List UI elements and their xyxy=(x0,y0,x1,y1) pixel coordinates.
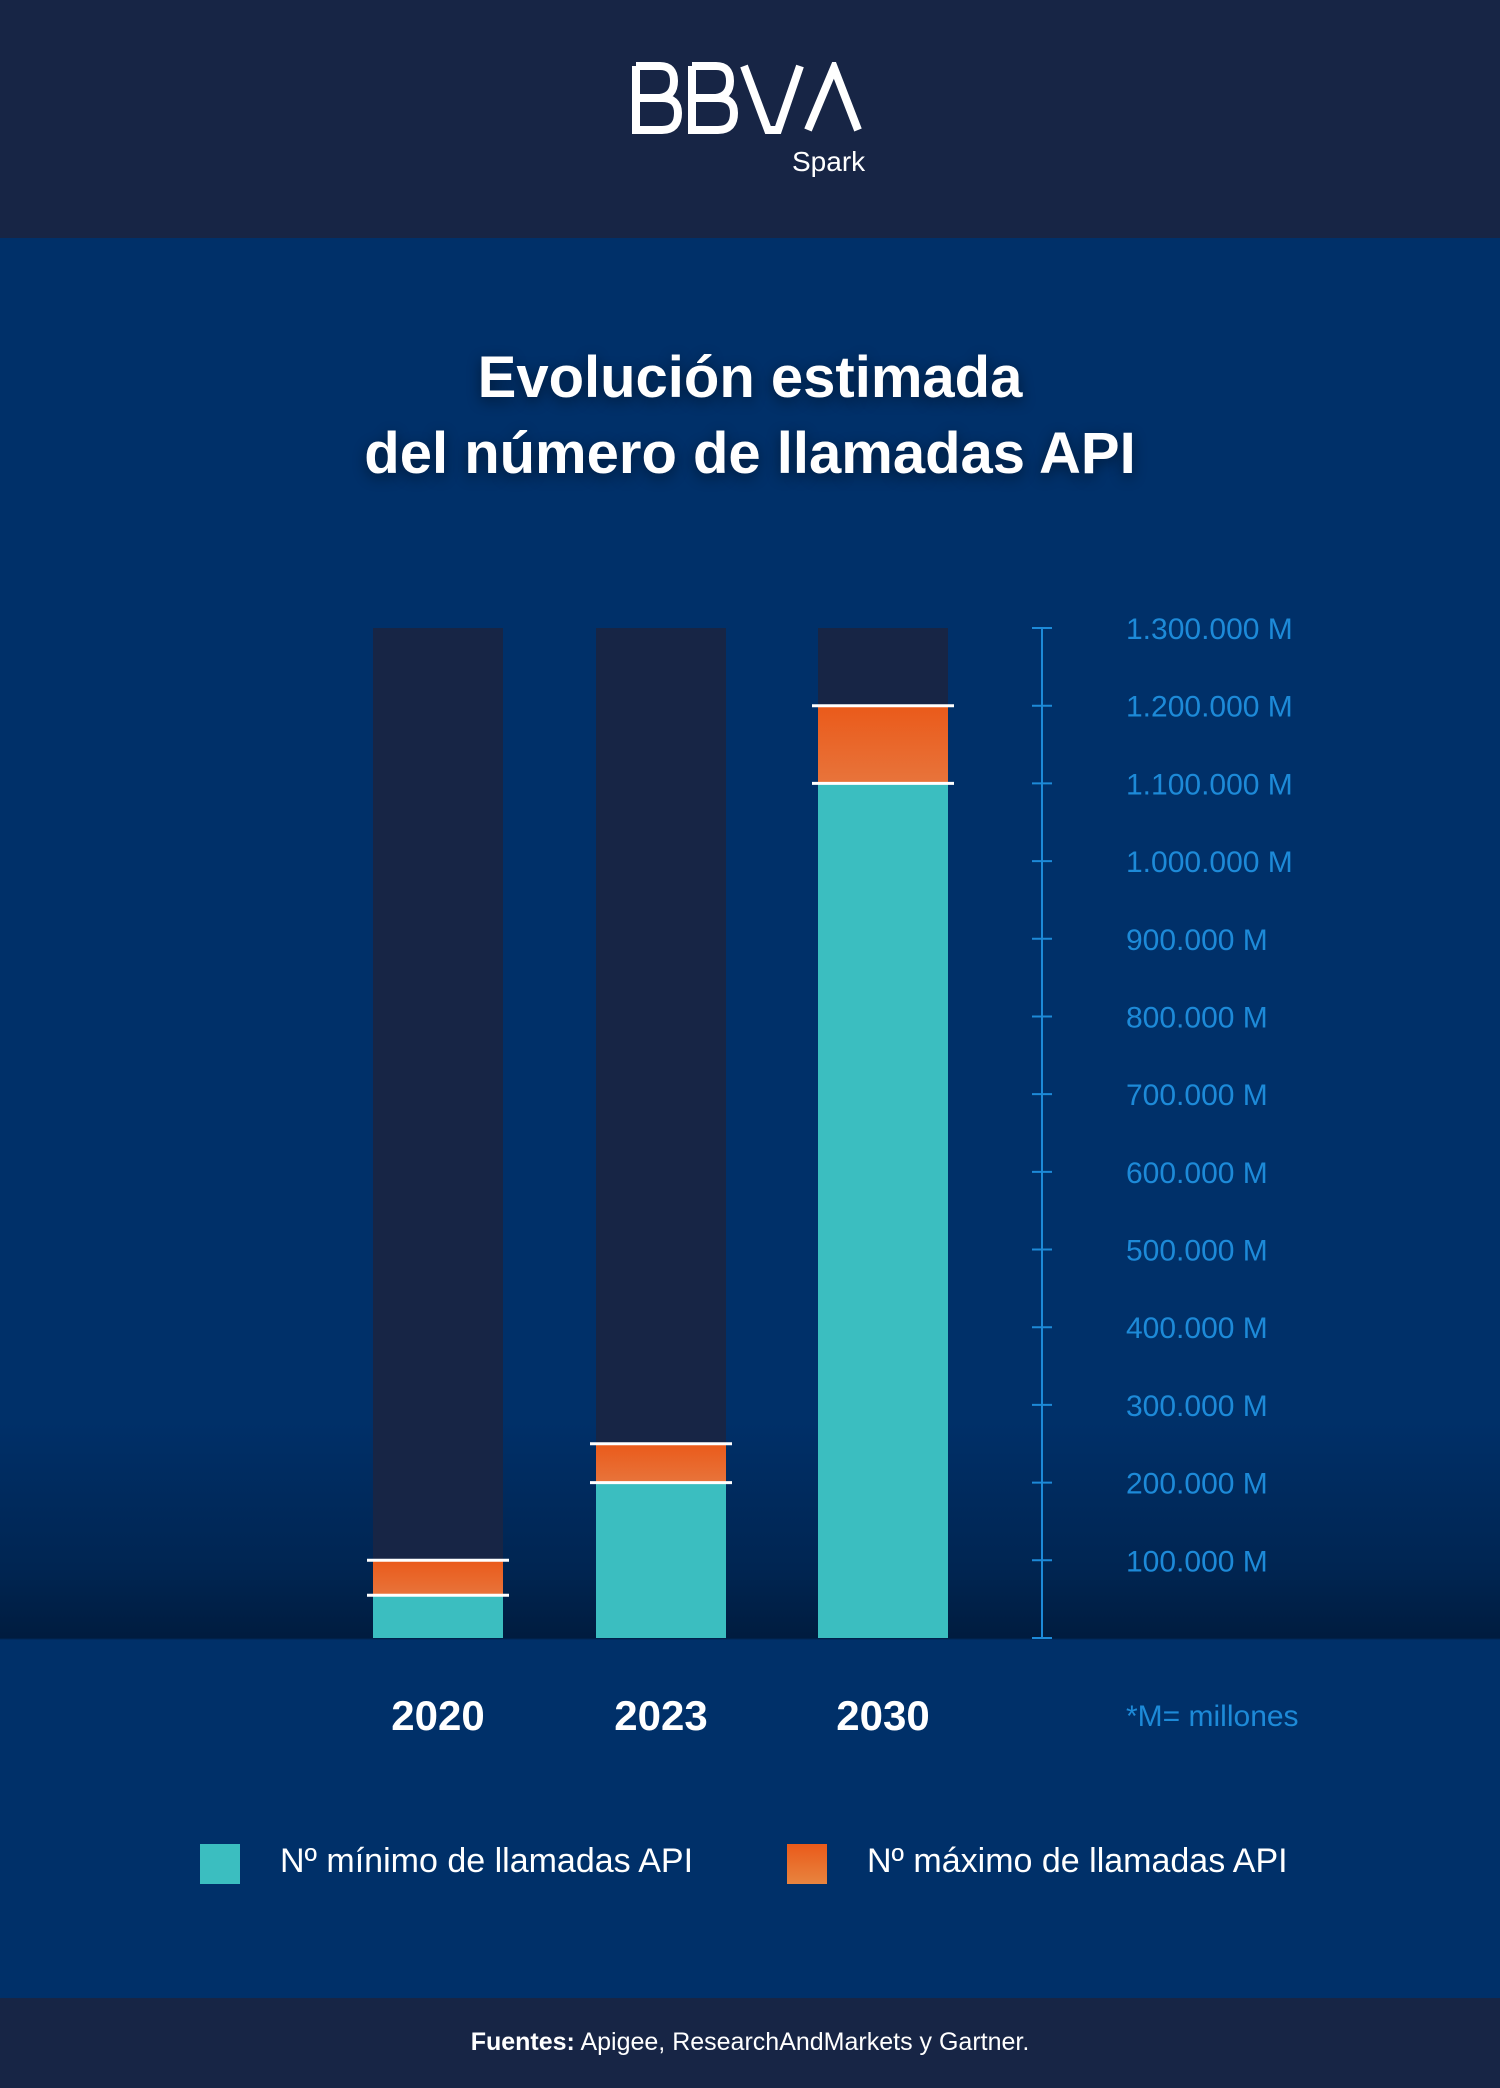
chart-title-line-1: Evolución estimada xyxy=(477,345,1023,410)
y-tick-label: 100.000 M xyxy=(1126,1545,1268,1578)
legend-label-max: Nº máximo de llamadas API xyxy=(867,1842,1288,1880)
units-note: *M= millones xyxy=(1126,1700,1299,1733)
y-tick-label: 700.000 M xyxy=(1126,1079,1268,1112)
y-tick-label: 800.000 M xyxy=(1126,1001,1268,1034)
bar-max-2030 xyxy=(818,705,948,784)
y-tick-label: 200.000 M xyxy=(1126,1468,1268,1501)
bar-min-2023 xyxy=(596,1482,726,1638)
legend-swatch-min xyxy=(200,1844,240,1884)
x-tick-label-2020: 2020 xyxy=(391,1692,484,1739)
y-tick-label: 1.100.000 M xyxy=(1126,768,1293,801)
sources-list: Apigee, ResearchAndMarkets y Gartner. xyxy=(574,2028,1030,2056)
chart-title: Evolución estimada del número de llamada… xyxy=(0,340,1500,492)
y-tick-label: 1.300.000 M xyxy=(1126,613,1293,646)
header: Spark xyxy=(0,0,1500,238)
logo-subtitle: Spark xyxy=(792,146,866,177)
y-tick-label: 500.000 M xyxy=(1126,1235,1268,1268)
bar-chart: 2020 2023 2030 100.000 M 200.000 M 300.000 M 4… xyxy=(367,613,1293,1739)
bar-max-2020 xyxy=(373,1560,503,1596)
main-panel xyxy=(0,238,1500,1998)
footer: Fuentes: Apigee, ResearchAndMarkets y Ga… xyxy=(0,1998,1500,2088)
legend-swatch-max xyxy=(787,1844,827,1884)
bar-min-2030 xyxy=(818,783,948,1638)
y-tick-label: 300.000 M xyxy=(1126,1390,1268,1423)
y-tick-label: 1.200.000 M xyxy=(1126,691,1293,724)
x-tick-label-2023: 2023 xyxy=(614,1692,707,1739)
chart-title-line-2: del número de llamadas API xyxy=(364,421,1136,486)
y-tick-label: 600.000 M xyxy=(1126,1157,1268,1190)
y-tick-label: 900.000 M xyxy=(1126,924,1268,957)
bar-track-2020 xyxy=(373,628,503,1638)
bar-max-2023 xyxy=(596,1443,726,1483)
bar-min-2020 xyxy=(373,1595,503,1638)
x-tick-label-2030: 2030 xyxy=(836,1692,929,1739)
y-tick-label: 1.000.000 M xyxy=(1126,846,1293,879)
bbva-logo xyxy=(632,62,862,134)
sources-label: Fuentes: xyxy=(470,2028,575,2056)
sources-text: Fuentes: Apigee, ResearchAndMarkets y Ga… xyxy=(0,2028,1500,2057)
legend-label-min: Nº mínimo de llamadas API xyxy=(280,1842,694,1880)
legend: Nº mínimo de llamadas API Nº máximo de l… xyxy=(0,1836,1500,1896)
y-tick-label: 400.000 M xyxy=(1126,1312,1268,1345)
